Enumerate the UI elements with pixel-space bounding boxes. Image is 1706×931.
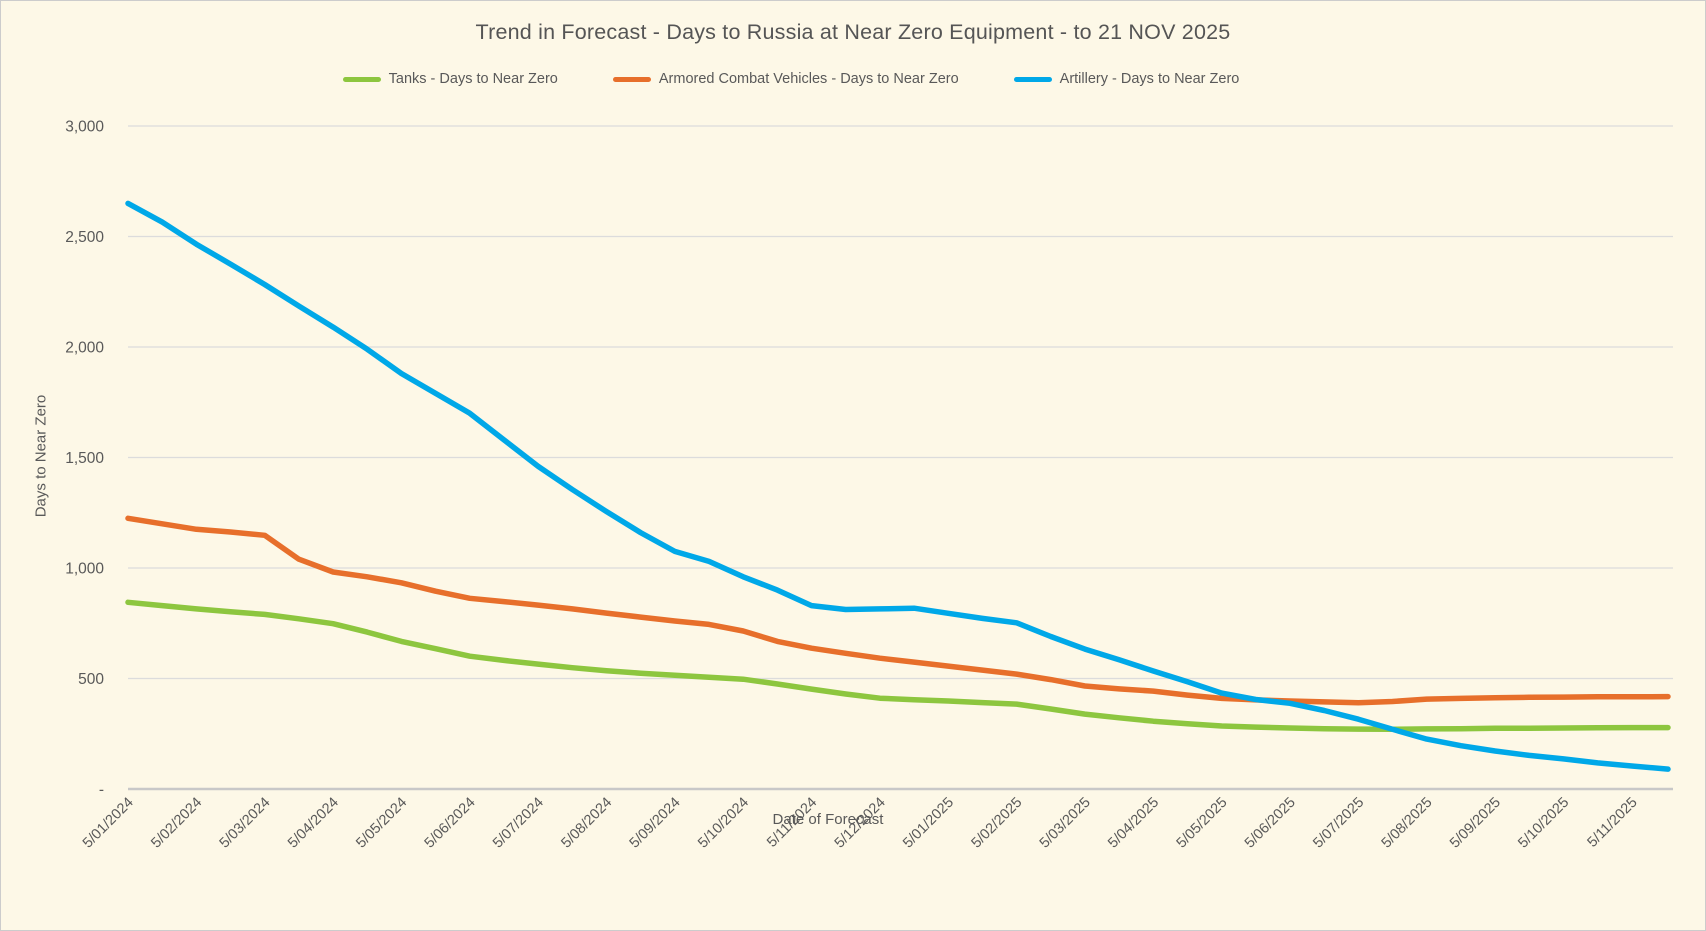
- legend-item-artillery: Artillery - Days to Near Zero: [1013, 71, 1240, 87]
- x-tick-label: 5/08/2024: [558, 795, 615, 852]
- x-tick-label: 5/10/2025: [1515, 795, 1572, 852]
- x-tick-label: 5/02/2025: [968, 795, 1025, 852]
- x-tick-label: 5/12/2024: [832, 795, 889, 852]
- x-tick-label: 5/02/2024: [148, 795, 205, 852]
- y-tick-label: 2,000: [65, 340, 104, 357]
- y-tick-label: 500: [78, 671, 104, 688]
- x-tick-label: 5/08/2025: [1379, 795, 1436, 852]
- x-tick-label: 5/03/2024: [217, 795, 274, 852]
- series-line-artillery: [125, 200, 1671, 772]
- series-line-armored: [125, 515, 1671, 706]
- x-tick-label: 5/07/2025: [1310, 795, 1367, 852]
- legend-swatch-armored-combat-vehicles-icon: [612, 76, 651, 82]
- legend-label-artillery: Artillery - Days to Near Zero: [1059, 71, 1240, 87]
- legend-label-tanks: Tanks - Days to Near Zero: [388, 71, 558, 87]
- x-tick-label: 5/05/2025: [1174, 795, 1231, 852]
- legend-item-tanks: Tanks - Days to Near Zero: [342, 71, 558, 87]
- y-tick-label: 1,000: [65, 561, 104, 578]
- x-tick-label: 5/06/2024: [422, 795, 479, 852]
- legend-item-armored-combat-vehicles: Armored Combat Vehicles - Days to Near Z…: [612, 71, 959, 87]
- x-tick-label: 5/01/2024: [80, 795, 137, 852]
- y-tick-label: -: [99, 782, 104, 799]
- x-tick-label: 5/10/2024: [695, 795, 752, 852]
- legend-swatch-artillery-icon: [1013, 76, 1052, 82]
- legend-swatch-tanks-icon: [342, 76, 381, 82]
- x-tick-label: 5/01/2025: [900, 795, 957, 852]
- legend-label-armored-combat-vehicles: Armored Combat Vehicles - Days to Near Z…: [658, 71, 959, 87]
- y-tick-label: 3,000: [65, 119, 104, 136]
- y-tick-label: 1,500: [65, 450, 104, 467]
- chart-title: Trend in Forecast - Days to Russia at Ne…: [475, 20, 1231, 44]
- y-tick-label: 2,500: [65, 229, 104, 246]
- x-tick-label: 5/06/2025: [1242, 795, 1299, 852]
- chart-legend: Tanks - Days to Near Zero Armored Combat…: [1, 71, 1643, 87]
- x-tick-label: 5/11/2025: [1584, 795, 1640, 851]
- x-tick-label: 5/04/2025: [1105, 795, 1162, 852]
- x-tick-label: 5/04/2024: [285, 795, 342, 852]
- x-axis-title: Date of Forecast: [772, 811, 884, 828]
- x-tick-label: 5/03/2025: [1037, 795, 1094, 852]
- x-tick-label: 5/09/2025: [1447, 795, 1504, 852]
- x-tick-label: 5/09/2024: [627, 795, 684, 852]
- x-tick-label: 5/11/2024: [764, 795, 820, 851]
- x-tick-label: 5/07/2024: [490, 795, 547, 852]
- series-line-tanks: [125, 599, 1671, 733]
- x-tick-label: 5/05/2024: [353, 795, 410, 852]
